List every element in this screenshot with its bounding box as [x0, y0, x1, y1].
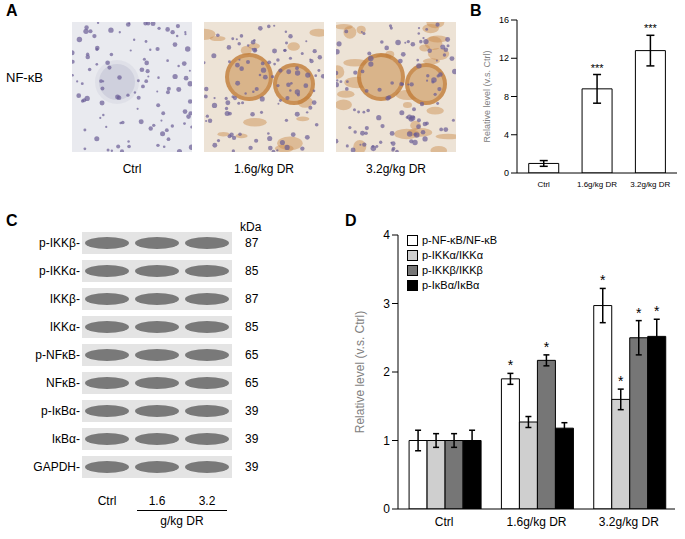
html-text:87: 87 [245, 292, 259, 306]
svg-text:*: * [618, 373, 624, 389]
html-text:65: 65 [245, 348, 259, 362]
html-text:NFκB-: NFκB- [46, 376, 80, 390]
svg-text:Ctrl: Ctrl [435, 515, 454, 529]
svg-text:12: 12 [499, 53, 509, 63]
svg-text:1.6g/kg DR: 1.6g/kg DR [577, 180, 617, 189]
html-text:C: C [6, 212, 18, 229]
html-text:D: D [345, 212, 357, 229]
html-text:g/kg DR: g/kg DR [160, 514, 204, 528]
svg-text:*: * [544, 339, 550, 355]
svg-text:0: 0 [504, 168, 509, 178]
html-text:IκBα-: IκBα- [51, 432, 80, 446]
html-text:p-IKKβ-: p-IKKβ- [39, 236, 80, 250]
html-text:p-IKKα-: p-IKKα- [39, 264, 80, 278]
html-text:IKKα-: IKKα- [49, 320, 80, 334]
svg-text:3: 3 [383, 297, 390, 311]
html-text:p-IKKα/IKKα: p-IKKα/IKKα [422, 249, 483, 261]
html-text:39: 39 [245, 460, 259, 474]
svg-text:*: * [508, 357, 514, 373]
html-text:85: 85 [245, 320, 259, 334]
html-text:GAPDH-: GAPDH- [33, 460, 80, 474]
svg-text:Ctrl: Ctrl [537, 180, 550, 189]
svg-text:Relative level (v.s. Ctrl): Relative level (v.s. Ctrl) [482, 51, 492, 143]
html-text:NF-κB: NF-κB [6, 70, 43, 85]
svg-text:*: * [636, 305, 642, 321]
html-text:39: 39 [245, 432, 259, 446]
svg-text:Relative level (v.s. Ctrl): Relative level (v.s. Ctrl) [353, 311, 367, 433]
html-text:3.2: 3.2 [198, 494, 216, 508]
svg-text:8: 8 [504, 92, 509, 102]
html-text:Ctrl: Ctrl [97, 494, 117, 508]
html-text:1.6g/kg DR: 1.6g/kg DR [234, 162, 294, 176]
html-text:87: 87 [245, 236, 259, 250]
svg-text:*: * [600, 272, 606, 288]
html-text:p-IκBα/IκBα: p-IκBα/IκBα [422, 279, 480, 291]
html-text:p-IκBα-: p-IκBα- [41, 404, 80, 418]
html-text:B: B [470, 2, 482, 19]
html-text:p-NFκB-: p-NFκB- [35, 348, 80, 362]
html-text:3.2g/kg DR: 3.2g/kg DR [366, 162, 426, 176]
html-text:A: A [6, 2, 18, 19]
html-text:p-IKKβ/IKKβ: p-IKKβ/IKKβ [422, 264, 483, 276]
svg-text:*: * [654, 303, 660, 319]
html-text:65: 65 [245, 376, 259, 390]
svg-text:0: 0 [383, 502, 390, 516]
svg-text:4: 4 [383, 228, 390, 242]
html-text:kDa: kDa [240, 220, 262, 234]
html-text:1.6: 1.6 [148, 494, 166, 508]
svg-text:4: 4 [504, 130, 509, 140]
html-text:Ctrl: Ctrl [122, 162, 142, 176]
html-text:39: 39 [245, 404, 259, 418]
html-text:p-NF-κB/NF-κB: p-NF-κB/NF-κB [422, 234, 498, 246]
html-text:IKKβ-: IKKβ- [49, 292, 80, 306]
svg-text:3.2g/kg DR: 3.2g/kg DR [630, 180, 670, 189]
svg-text:***: *** [591, 62, 605, 74]
svg-text:1.6g/kg DR: 1.6g/kg DR [506, 515, 566, 529]
html-text:85: 85 [245, 264, 259, 278]
svg-text:3.2g/kg DR: 3.2g/kg DR [599, 515, 659, 529]
svg-text:1: 1 [383, 434, 390, 448]
svg-text:16: 16 [499, 15, 509, 25]
svg-text:2: 2 [383, 365, 390, 379]
svg-text:***: *** [644, 22, 658, 34]
